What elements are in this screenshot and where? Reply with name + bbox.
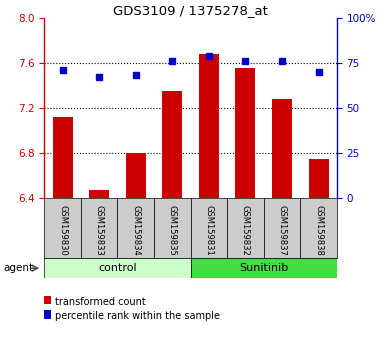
Text: GSM159830: GSM159830 bbox=[58, 205, 67, 256]
Bar bbox=[117, 198, 154, 258]
Text: transformed count: transformed count bbox=[55, 297, 146, 307]
Text: Sunitinib: Sunitinib bbox=[239, 263, 288, 273]
Text: GSM159834: GSM159834 bbox=[131, 205, 140, 256]
Text: GSM159835: GSM159835 bbox=[168, 205, 177, 256]
Bar bbox=[44, 258, 191, 278]
Title: GDS3109 / 1375278_at: GDS3109 / 1375278_at bbox=[113, 4, 268, 17]
Bar bbox=[52, 117, 73, 198]
Bar bbox=[44, 198, 81, 258]
Bar bbox=[89, 190, 109, 198]
Text: GSM159838: GSM159838 bbox=[314, 205, 323, 256]
Text: GSM159833: GSM159833 bbox=[95, 205, 104, 256]
Text: percentile rank within the sample: percentile rank within the sample bbox=[55, 312, 220, 321]
Bar bbox=[264, 198, 300, 258]
Bar bbox=[235, 68, 256, 198]
Bar bbox=[44, 296, 51, 304]
Text: GSM159831: GSM159831 bbox=[204, 205, 213, 256]
Bar bbox=[191, 198, 227, 258]
Bar bbox=[308, 159, 329, 198]
Text: control: control bbox=[98, 263, 137, 273]
Text: GSM159832: GSM159832 bbox=[241, 205, 250, 256]
Bar bbox=[227, 198, 264, 258]
Bar bbox=[81, 198, 117, 258]
Bar bbox=[300, 198, 337, 258]
Bar bbox=[44, 310, 51, 319]
Text: agent: agent bbox=[4, 263, 34, 273]
Bar bbox=[154, 198, 191, 258]
Bar bbox=[199, 54, 219, 198]
Bar bbox=[191, 258, 337, 278]
Bar bbox=[272, 99, 292, 198]
Text: GSM159837: GSM159837 bbox=[278, 205, 286, 256]
Bar bbox=[126, 153, 146, 198]
Bar bbox=[162, 91, 182, 198]
